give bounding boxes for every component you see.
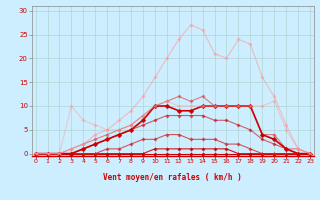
X-axis label: Vent moyen/en rafales ( km/h ): Vent moyen/en rafales ( km/h )	[103, 173, 242, 182]
